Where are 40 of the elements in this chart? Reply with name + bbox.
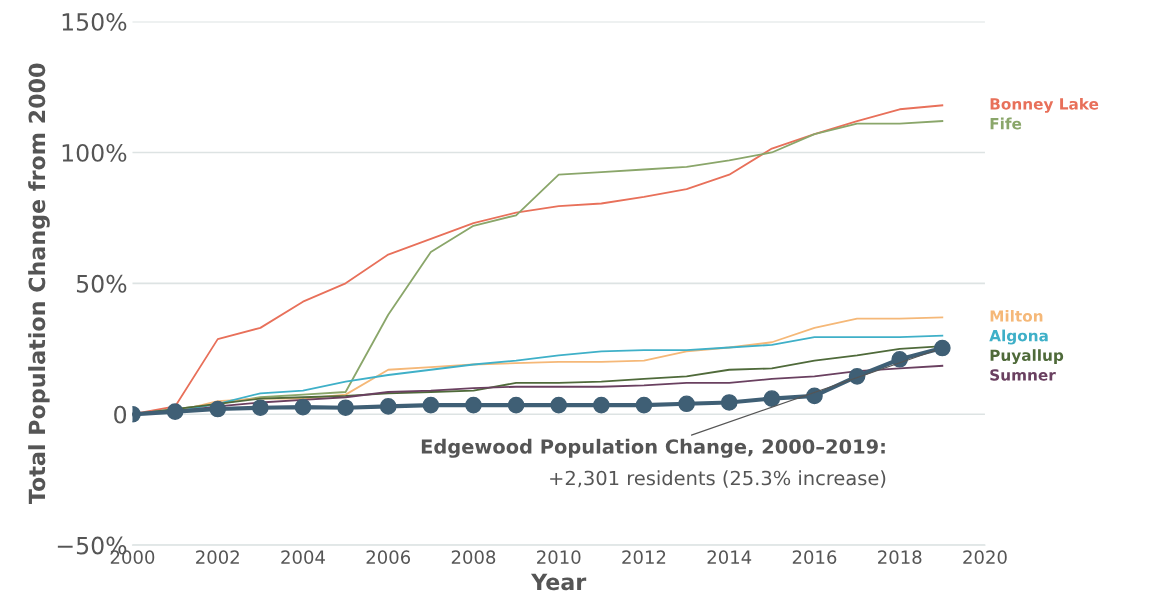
- y-tick-label: 100%: [62, 143, 127, 162]
- text: Algona: [989, 329, 1048, 345]
- x-tick-label: 2004: [281, 550, 325, 564]
- x-tick-label: 2014: [707, 550, 752, 564]
- x-tick-label: 2012: [622, 550, 666, 564]
- point: [934, 339, 951, 357]
- point: [379, 398, 397, 415]
- point: [337, 399, 354, 417]
- text: Milton: [990, 310, 1043, 322]
- text: Fife: [990, 117, 1022, 130]
- y-tick-label: 150%: [62, 13, 127, 31]
- x-tick-label: 2016: [792, 550, 837, 564]
- point: [763, 390, 781, 407]
- x-tick-label: 2018: [878, 550, 922, 564]
- point: [550, 396, 568, 414]
- x-axis-title: Year: [530, 573, 587, 591]
- y-tick-label: 0: [114, 405, 127, 424]
- text: Bonney Lake: [990, 97, 1099, 113]
- text: Sumner: [990, 369, 1056, 381]
- point: [252, 399, 269, 417]
- x-tick-label: 2006: [366, 550, 411, 564]
- point: [720, 394, 738, 411]
- point: [465, 396, 482, 414]
- point: [166, 403, 184, 420]
- y-axis-title: Total Population Change from 2000: [28, 63, 50, 505]
- point: [678, 395, 695, 413]
- point: [209, 400, 227, 418]
- text: Puyallup: [990, 349, 1064, 365]
- point: [422, 396, 440, 414]
- x-tick-label: 2020: [963, 550, 1007, 564]
- point: [507, 396, 525, 414]
- annotation: +2,301 residents (25.3% increase): [550, 470, 886, 488]
- y-tick-label: 50%: [76, 274, 127, 293]
- point: [635, 396, 653, 414]
- x-tick-label: 2010: [537, 550, 581, 564]
- x-tick-label: 2002: [196, 550, 239, 564]
- point: [593, 396, 610, 414]
- annotation: Edgewood Population Change, 2000–2019:: [421, 438, 885, 458]
- x-tick-label: 2008: [451, 550, 496, 564]
- point: [294, 398, 312, 416]
